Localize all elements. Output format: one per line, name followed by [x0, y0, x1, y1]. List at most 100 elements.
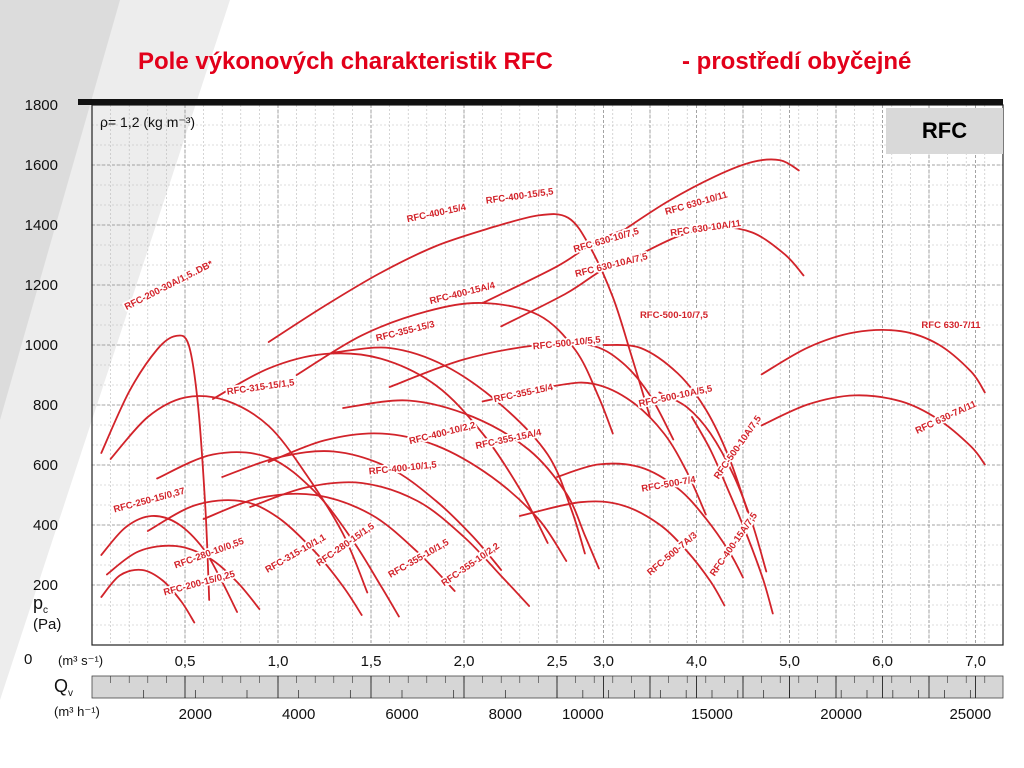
fan-curve	[100, 568, 196, 624]
x1-tick-label: 1,5	[361, 653, 382, 670]
page-title: Pole výkonových charakteristik RFC	[138, 48, 553, 75]
fan-curve	[491, 213, 651, 418]
x1-tick-label: 1,0	[268, 653, 289, 670]
y-tick-label: 200	[33, 577, 58, 594]
fan-curve	[212, 352, 549, 544]
fan-curves	[100, 158, 986, 624]
x-axis-unit-m3s: (m³ s⁻¹)	[58, 653, 104, 668]
fan-curve	[635, 226, 805, 277]
page-subtitle: - prostředí obyčejné	[682, 48, 912, 75]
curve-label: RFC-250-15/0,37	[112, 486, 186, 516]
x2-tick-label: 25000	[949, 706, 991, 723]
curve-label: RFC-500-10/5,5	[532, 334, 602, 352]
curve-label: RFC-500-7A/3	[645, 530, 699, 578]
flow-ruler	[91, 675, 1004, 699]
pressure-unit: (Pa)	[33, 616, 62, 633]
x2-tick-label: 8000	[489, 706, 522, 723]
curve-label: RFC-200-15/0,25	[162, 569, 236, 599]
air-density-note: ρ= 1,2 (kg m⁻³)	[100, 114, 196, 130]
grid	[92, 105, 1003, 645]
curve-label: RFC 630-10A/7,5	[574, 251, 650, 280]
x2-tick-label: 2000	[179, 706, 212, 723]
pressure-symbol-sub: c	[43, 605, 49, 616]
y-tick-label: 800	[33, 397, 58, 414]
curve-label: RFC-500-7/4	[641, 474, 698, 494]
series-badge: RFC	[886, 108, 1003, 154]
x2-tick-label: 10000	[562, 706, 604, 723]
x1-tick-label: 0,5	[175, 653, 196, 670]
fan-curve	[156, 451, 400, 618]
fan-curve	[295, 302, 614, 435]
fan-curve	[481, 227, 628, 304]
curve-label: RFC-315-15/1,5	[226, 377, 296, 397]
curve-label: RFC-355-15A/4	[475, 427, 544, 452]
x1-tick-label: 7,0	[965, 653, 986, 670]
y-tick-label: 400	[33, 517, 58, 534]
flow-symbol-sub: v	[68, 688, 74, 699]
fan-curve	[100, 515, 238, 613]
curve-label: RFC 630-10/11	[664, 189, 730, 218]
y-tick-label: 1800	[25, 97, 58, 114]
curve-label: RFC-500-10/7,5	[640, 310, 709, 321]
y-tick-label: 1400	[25, 217, 58, 234]
x1-tick-label: 2,5	[547, 653, 568, 670]
x1-tick-label: 3,0	[593, 653, 614, 670]
x2-tick-label: 6000	[385, 706, 418, 723]
y-tick-label: 1600	[25, 157, 58, 174]
y-tick-label: 600	[33, 457, 58, 474]
fan-curve	[602, 344, 749, 513]
y-axis-title: pc (Pa)	[33, 593, 61, 633]
fan-curve	[481, 381, 707, 516]
curve-label: RFC-355-10/1,5	[387, 537, 452, 581]
curve-label: RFC 630-7/11	[921, 320, 981, 331]
fan-curve	[267, 432, 568, 562]
x-axis-title: Qv	[54, 676, 73, 699]
fan-curve	[146, 499, 363, 616]
curve-label: RFC 630-10/7,5	[572, 226, 641, 255]
fan-curve	[760, 394, 986, 466]
y-axis-zero-label: 0	[24, 651, 33, 668]
fan-curve	[518, 500, 726, 607]
fan-curve	[388, 342, 675, 441]
x1-tick-label: 4,0	[686, 653, 707, 670]
axis-tick-labels: 1800 1600 1400 1200 1000 800 600 400 200 0,5 1,0 1,…	[25, 97, 992, 723]
fan-curve	[625, 158, 800, 229]
curve-labels: RFC-200-30A/1,5..DB*RFC-250-15/0,37RFC-2…	[111, 184, 983, 600]
x1-tick-label: 6,0	[872, 653, 893, 670]
y-tick-label: 1200	[25, 277, 58, 294]
x-axis-unit-m3h: (m³ h⁻¹)	[54, 704, 100, 719]
fan-curve	[202, 492, 456, 592]
fan-curve	[760, 329, 986, 394]
curve-label: RFC-280-10/0,55	[173, 536, 246, 572]
fan-curve	[500, 256, 637, 328]
fan-curve	[342, 399, 600, 570]
pressure-symbol: p	[33, 593, 44, 613]
x2-tick-label: 15000	[691, 706, 733, 723]
fan-curve	[267, 226, 493, 343]
fan-curve	[109, 395, 369, 594]
top-rule	[78, 99, 1003, 105]
fan-curve	[658, 391, 768, 573]
fan-curve	[691, 416, 774, 615]
curve-label: RFC-400-15A/7,5	[708, 510, 760, 578]
curve-label: RFC-315-10/1,1	[264, 532, 329, 576]
curve-label: RFC 630-7A/11	[914, 399, 979, 437]
x2-tick-label: 4000	[282, 706, 315, 723]
fan-curve	[556, 462, 744, 579]
fan-curve	[332, 346, 586, 555]
y-tick-label: 1000	[25, 337, 58, 354]
curve-label: RFC-400-10/2,2	[408, 420, 477, 447]
x1-tick-label: 5,0	[779, 653, 800, 670]
curve-label: RFC-355-15/4	[493, 382, 555, 405]
plot-border	[91, 104, 1004, 646]
curve-label: RFC-355-15/3	[375, 319, 436, 344]
x1-tick-label: 2,0	[454, 653, 475, 670]
fan-curve	[249, 481, 530, 607]
fan-curve	[106, 544, 261, 610]
flow-symbol: Q	[54, 676, 69, 696]
curve-label: RFC-280-15/1,5	[315, 521, 378, 569]
x2-tick-label: 20000	[820, 706, 862, 723]
fan-curve	[100, 334, 211, 601]
